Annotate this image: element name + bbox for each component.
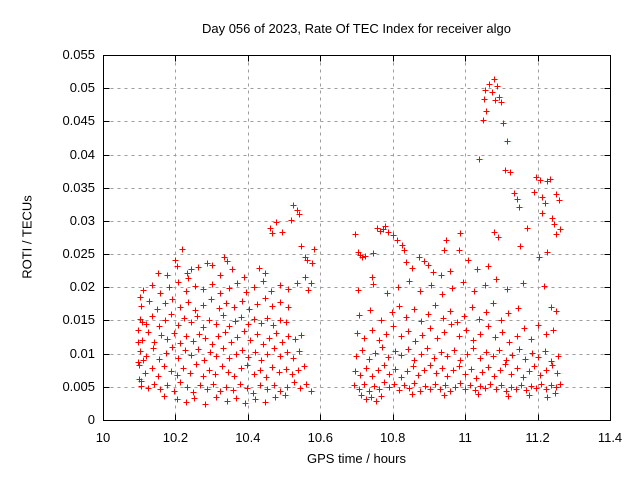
x-tick-label: 11.2 [525, 430, 550, 445]
x-tick-label: 10 [95, 430, 111, 445]
x-tick-label: 11.4 [597, 430, 623, 445]
y-tick-label: 0.025 [62, 246, 95, 262]
plot-border [103, 55, 611, 421]
y-tick-label: 0 [87, 412, 95, 427]
scatter-plus-markers [135, 76, 564, 408]
x-axis-label: GPS time / hours [307, 451, 406, 466]
y-tick-label: 0.045 [62, 113, 95, 129]
data-points [135, 76, 564, 408]
y-tick-label: 0.055 [62, 47, 95, 62]
chart-title: Day 056 of 2023, Rate Of TEC Index for r… [201, 21, 512, 36]
y-tick-label: 0.02 [69, 279, 95, 295]
y-tick-label: 0.04 [69, 146, 95, 162]
x-tick-label: 10.2 [162, 430, 189, 445]
y-tick-label: 0.035 [62, 179, 95, 195]
x-tick-label: 10.6 [307, 430, 333, 445]
y-tick-label: 0.01 [69, 345, 95, 361]
x-tick-label: 10.8 [380, 430, 406, 445]
y-tick-label: 0.005 [62, 378, 95, 394]
x-tick-label: 10.4 [235, 430, 261, 445]
y-tick-label: 0.05 [69, 80, 95, 96]
y-tick-label: 0.015 [62, 312, 95, 328]
y-tick-label: 0.03 [69, 212, 95, 228]
x-tick-label: 11 [458, 430, 472, 445]
